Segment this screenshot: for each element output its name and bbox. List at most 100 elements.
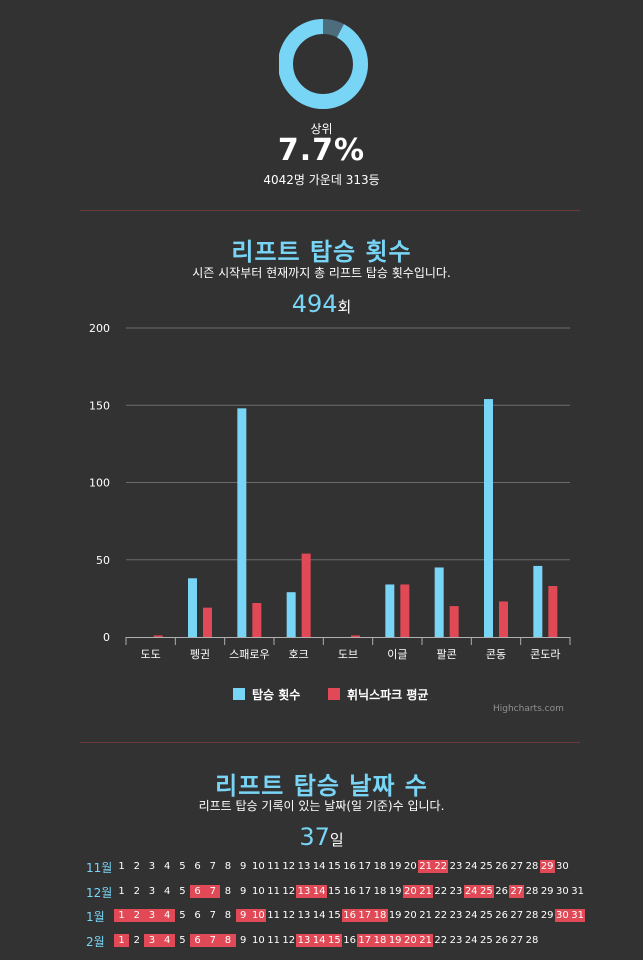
bar-rides [533, 565, 543, 637]
y-tick-label: 200 [89, 322, 110, 335]
calendar-day: 17 [358, 861, 372, 872]
calendar-day: 5 [179, 935, 186, 946]
calendar-day-active: 4 [159, 934, 175, 947]
calendar-day-active: 21 [418, 885, 434, 898]
bar-rides [385, 584, 395, 637]
bar-average [153, 635, 163, 637]
calendar-month-row: 2월 1 2 3 4 5 6 7 8 9 10 11 12 13 14 15 16 17 18 19 20 21 22 23 2… [0, 934, 643, 949]
calendar-day-active: 15 [326, 934, 342, 947]
calendar-day: 6 [194, 861, 201, 872]
section-divider [80, 742, 580, 743]
calendar-day: 3 [148, 886, 156, 897]
rift-bar-chart: 0 50 100 150 200 도도 펭귄 스패로우 호크 도브 이글 팔콘 콘동 콘도라 [89, 322, 571, 661]
calendar-day: 12 [282, 935, 296, 946]
calendar-day: 26 [495, 861, 508, 872]
calendar-day: 23 [449, 886, 463, 897]
calendar-day: 29 [540, 910, 554, 921]
calendar-day: 18 [373, 861, 387, 872]
calendar-day: 15 [328, 910, 341, 921]
calendar-day: 4 [164, 886, 171, 897]
calendar-day: 11 [267, 910, 280, 921]
legend-swatch-rides [233, 688, 245, 700]
calendar-day: 29 [540, 886, 554, 897]
calendar-day: 11 [267, 935, 280, 946]
calendar-month-label: 2월 [86, 935, 105, 949]
calendar-day: 27 [510, 861, 524, 872]
calendar-day: 22 [434, 935, 448, 946]
legend-item-average[interactable]: 휘닉스파크 평균 [347, 688, 429, 702]
calendar-day: 24 [464, 861, 478, 872]
y-tick-label: 150 [89, 399, 110, 412]
y-tick-label: 50 [96, 554, 110, 567]
calendar-day: 8 [224, 886, 232, 897]
calendar-day: 12 [282, 861, 296, 872]
calendar-day: 19 [388, 886, 402, 897]
rank-detail: 4042명 가운데 313등 [263, 173, 380, 187]
calendar-day: 14 [312, 910, 326, 921]
highcharts-credit[interactable]: Highcharts.com [493, 704, 564, 714]
bar-average [252, 603, 262, 637]
calendar-day-active: 9 [235, 909, 251, 922]
calendar-day: 8 [224, 910, 232, 921]
calendar-day: 8 [224, 861, 232, 872]
x-tick-label: 도브 [338, 648, 358, 661]
calendar-day: 26 [495, 886, 508, 897]
calendar-day-active: 17 [357, 909, 373, 922]
calendar-day: 13 [297, 910, 311, 921]
rank-label: 상위 [310, 122, 333, 136]
ride-days-total: 37일 [0, 823, 643, 851]
calendar-day: 10 [252, 886, 265, 897]
bar-rides [286, 592, 296, 637]
calendar-day: 30 [556, 861, 569, 872]
calendar-day-active: 2 [129, 909, 145, 922]
calendar-month-label: 11월 [86, 861, 113, 875]
calendar-day: 9 [240, 861, 247, 872]
calendar-day: 1 [118, 861, 125, 872]
calendar-day-active: 3 [144, 934, 160, 947]
ride-days-subtitle: 리프트 탑승 기록이 있는 날짜(일 기준)수 입니다. [198, 799, 445, 813]
calendar-month-row: 12월 1 2 3 4 5 6 7 8 9 10 11 12 13 14 15 16 17 18 19 20 21 22 23… [0, 885, 643, 900]
calendar-day: 23 [449, 910, 463, 921]
calendar-day-active: 29 [539, 860, 555, 873]
calendar-day: 11 [267, 861, 280, 872]
calendar-day-active: 19 [387, 934, 403, 947]
calendar-day: 13 [297, 861, 311, 872]
calendar-day: 27 [510, 935, 524, 946]
x-tick-label: 콘동 [486, 648, 506, 661]
rift-total: 494회 [0, 290, 643, 318]
calendar-day: 24 [464, 935, 478, 946]
calendar-month-label: 1월 [86, 910, 105, 924]
y-tick-label: 0 [103, 631, 110, 644]
calendar-day: 16 [343, 886, 356, 897]
calendar-day-active: 27 [509, 885, 525, 898]
calendar-month-label: 12월 [86, 886, 113, 900]
calendar-day-active: 24 [463, 885, 479, 898]
calendar-day-active: 30 [554, 909, 570, 922]
rift-count-title: 리프트 탑승 횟수 [231, 238, 412, 266]
calendar-month-row: 1월 1 2 3 4 5 6 7 8 9 10 11 12 13 14 15 16 17 18 19 20 21 22 23 2… [0, 909, 643, 924]
ride-days-total-unit: 일 [329, 831, 344, 849]
calendar-day: 18 [373, 886, 387, 897]
calendar-day: 22 [434, 886, 448, 897]
calendar-day-active: 14 [311, 934, 327, 947]
calendar-day: 9 [240, 935, 247, 946]
y-tick-label: 100 [89, 477, 110, 490]
calendar-day-active: 21 [418, 934, 434, 947]
calendar-day: 16 [343, 935, 356, 946]
ride-days-total-value: 37 [299, 823, 330, 851]
calendar-day: 23 [449, 935, 463, 946]
bar-average [548, 586, 558, 637]
calendar-day: 16 [343, 861, 356, 872]
calendar-day-active: 25 [478, 885, 494, 898]
calendar-day-active: 10 [250, 909, 266, 922]
calendar-day-active: 16 [342, 909, 358, 922]
bar-average [400, 584, 410, 637]
calendar-day: 5 [179, 910, 186, 921]
x-tick-label: 스패로우 [229, 648, 269, 661]
calendar-day: 22 [434, 910, 448, 921]
calendar-day: 5 [179, 861, 186, 872]
calendar-day-active: 6 [190, 885, 206, 898]
calendar-day-active: 3 [144, 909, 160, 922]
legend-item-rides[interactable]: 탑승 횟수 [252, 688, 301, 702]
bar-rides [237, 408, 247, 637]
